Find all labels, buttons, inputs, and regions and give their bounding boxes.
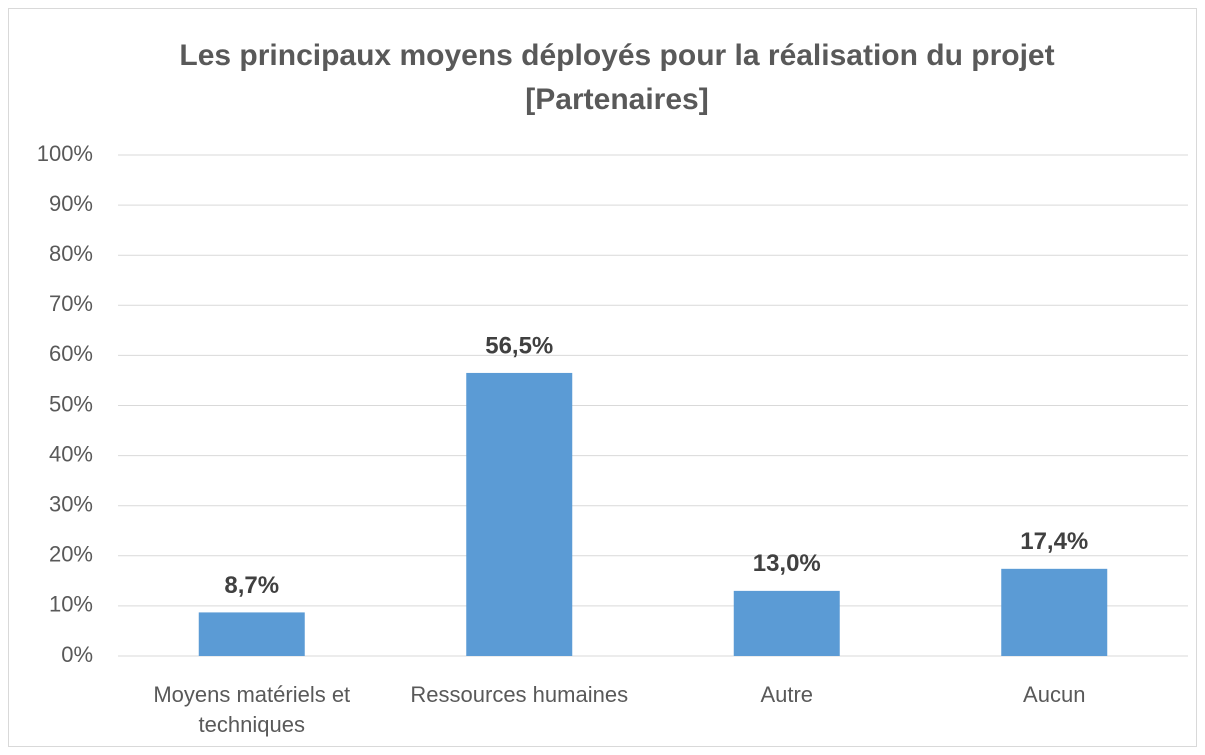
y-tick-label: 90%: [49, 191, 93, 216]
y-tick-label: 0%: [61, 642, 93, 667]
x-tick-label: Moyens matériels et techniques: [153, 682, 351, 737]
y-tick-label: 50%: [49, 391, 93, 416]
y-tick-label: 100%: [37, 141, 93, 166]
value-label: 13,0%: [753, 550, 821, 577]
x-tick-label: Autre: [760, 682, 814, 707]
y-tick-label: 30%: [49, 492, 93, 517]
value-label: 56,5%: [485, 332, 553, 359]
bar: [466, 372, 573, 656]
chart-title: [Partenaires]: [525, 83, 708, 116]
y-tick-label: 70%: [49, 291, 93, 316]
x-tick-label: Aucun: [1023, 682, 1086, 707]
chart-title: Les principaux moyens déployés pour la r…: [179, 39, 1054, 72]
y-tick-label: 80%: [49, 241, 93, 266]
y-tick-label: 40%: [49, 441, 93, 466]
value-label: 8,7%: [224, 572, 279, 599]
bar: [198, 612, 305, 656]
bar: [1001, 568, 1108, 656]
value-label: 17,4%: [1020, 528, 1088, 555]
y-tick-label: 10%: [49, 592, 93, 617]
bar: [733, 590, 840, 656]
y-tick-label: 60%: [49, 341, 93, 366]
y-tick-label: 20%: [49, 542, 93, 567]
x-tick-label: Ressources humaines: [410, 682, 629, 707]
